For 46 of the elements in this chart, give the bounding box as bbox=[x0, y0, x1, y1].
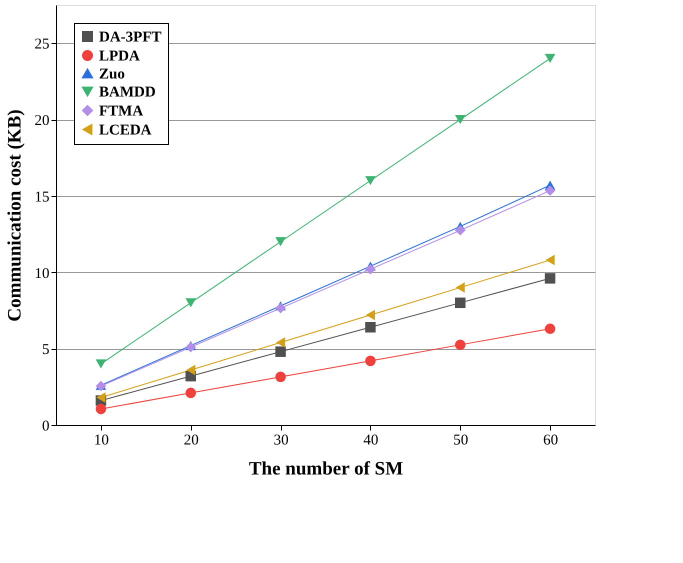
point bbox=[455, 298, 466, 308]
point bbox=[455, 340, 466, 350]
y-axis-title: Communication cost (KB) bbox=[4, 109, 26, 322]
point bbox=[275, 346, 286, 357]
point bbox=[186, 298, 196, 308]
point bbox=[546, 254, 555, 266]
y-tick-label: 10 bbox=[34, 266, 50, 282]
point bbox=[275, 372, 286, 382]
x-tick-label: 30 bbox=[274, 432, 289, 448]
point bbox=[96, 392, 106, 403]
point bbox=[455, 225, 466, 236]
legend-label: DA-3PFT bbox=[99, 30, 162, 46]
y-tick-label: 0 bbox=[42, 418, 50, 434]
y-tick-label: 20 bbox=[34, 113, 50, 130]
point bbox=[186, 388, 196, 398]
point bbox=[96, 404, 106, 414]
point bbox=[276, 337, 286, 348]
x-tick-label: 10 bbox=[94, 432, 109, 448]
point bbox=[275, 237, 286, 246]
y-tick-label: 15 bbox=[34, 189, 50, 206]
legend-label: LPDA bbox=[99, 48, 140, 64]
point bbox=[186, 364, 196, 376]
point bbox=[365, 176, 376, 186]
point bbox=[544, 185, 556, 196]
x-tick-label: 60 bbox=[543, 432, 558, 448]
point bbox=[544, 324, 556, 334]
point bbox=[366, 310, 375, 320]
point bbox=[275, 302, 286, 314]
y-tick-label: 25 bbox=[34, 36, 50, 53]
point bbox=[96, 359, 106, 368]
point bbox=[365, 322, 376, 332]
legend-label: FTMA bbox=[99, 104, 144, 120]
point bbox=[544, 54, 556, 63]
x-tick-label: 50 bbox=[453, 432, 468, 448]
point bbox=[456, 282, 465, 293]
x-axis-title: The number of SM bbox=[248, 458, 404, 480]
x-tick-label: 40 bbox=[363, 432, 378, 448]
point bbox=[365, 356, 376, 366]
y-tick-label: 5 bbox=[42, 342, 50, 358]
legend-label: LCEDA bbox=[99, 122, 152, 138]
legend-label: BAMDD bbox=[99, 84, 156, 100]
x-tick-label: 20 bbox=[184, 432, 199, 448]
legend-label: Zuo bbox=[99, 66, 125, 82]
point bbox=[455, 115, 466, 124]
point bbox=[365, 264, 376, 274]
point bbox=[544, 273, 556, 284]
